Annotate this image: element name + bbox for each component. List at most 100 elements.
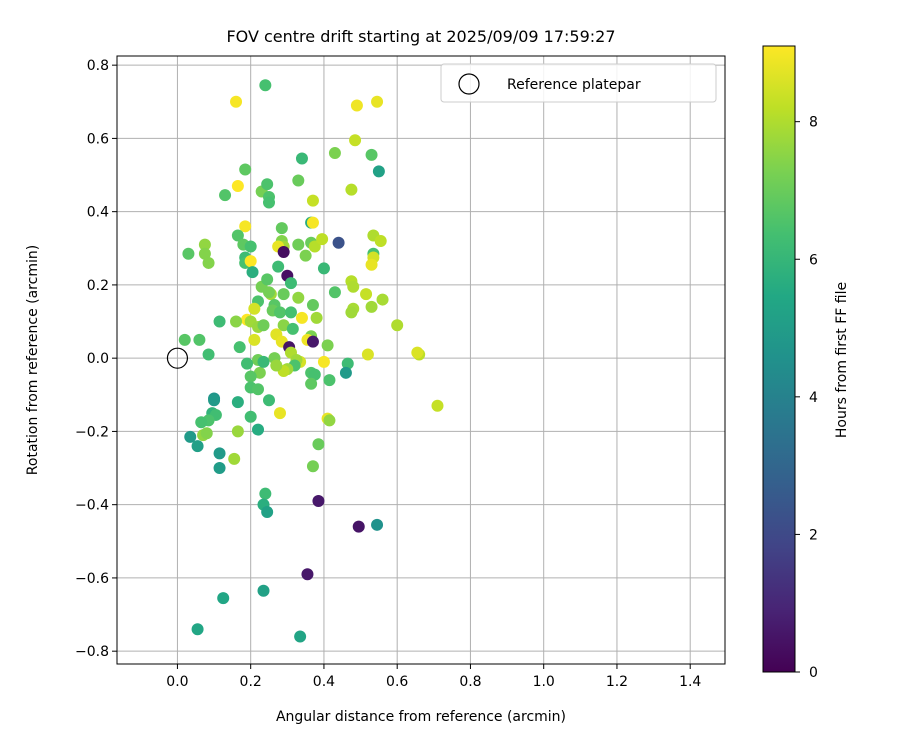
data-point bbox=[239, 220, 252, 233]
colorbar-label: Hours from first FF file bbox=[834, 282, 850, 438]
data-point bbox=[286, 322, 299, 335]
data-point bbox=[284, 277, 297, 290]
data-point bbox=[306, 460, 319, 473]
colorbar-gradient bbox=[762, 45, 796, 673]
data-point bbox=[312, 438, 325, 451]
data-point bbox=[193, 333, 206, 346]
data-point bbox=[263, 286, 275, 299]
data-point bbox=[277, 245, 290, 258]
data-point bbox=[178, 333, 191, 346]
data-point bbox=[191, 623, 204, 636]
data-point bbox=[294, 630, 307, 643]
data-point bbox=[231, 396, 244, 409]
legend-label-reference-platepar: Reference platepar bbox=[507, 77, 641, 93]
data-point bbox=[306, 194, 319, 207]
data-point bbox=[252, 423, 265, 436]
colorbar-tick-label: 4 bbox=[809, 390, 818, 406]
axis-ticks: 0.0 0.2 0.4 0.6 0.8 1.0 1.2 1.4 −0.8 −0.6 −0.4 −0.2… bbox=[75, 58, 701, 690]
data-point bbox=[306, 299, 319, 312]
data-point bbox=[277, 288, 290, 301]
data-point bbox=[244, 240, 257, 253]
data-point bbox=[352, 520, 365, 533]
plot-frame bbox=[116, 55, 726, 665]
data-point bbox=[259, 487, 272, 500]
x-tick-label: 1.0 bbox=[533, 674, 555, 690]
data-point bbox=[306, 216, 319, 229]
y-axis-label: Rotation from reference (arcmin) bbox=[25, 245, 41, 475]
y-tick-label: 0.8 bbox=[87, 58, 109, 74]
data-point bbox=[305, 377, 318, 390]
data-point bbox=[270, 359, 283, 372]
data-point bbox=[259, 79, 272, 92]
x-tick-label: 0.2 bbox=[240, 674, 262, 690]
data-point bbox=[349, 134, 362, 147]
data-point bbox=[273, 306, 286, 319]
data-point bbox=[323, 374, 336, 387]
legend-reference-marker bbox=[458, 73, 480, 95]
data-point bbox=[308, 368, 321, 381]
data-point bbox=[261, 506, 274, 518]
data-point bbox=[306, 335, 319, 348]
data-point bbox=[248, 333, 261, 346]
x-tick-label: 1.2 bbox=[606, 674, 628, 690]
data-point bbox=[292, 291, 305, 304]
x-axis-label: Angular distance from reference (arcmin) bbox=[276, 709, 566, 725]
data-point bbox=[252, 383, 265, 396]
legend: Reference platepar bbox=[440, 63, 717, 103]
data-point bbox=[321, 339, 334, 352]
data-point bbox=[195, 416, 208, 429]
data-point bbox=[248, 302, 261, 315]
data-point bbox=[431, 399, 444, 412]
y-tick-label: 0.4 bbox=[87, 205, 109, 221]
data-point bbox=[292, 174, 305, 187]
data-point bbox=[184, 430, 197, 443]
data-point bbox=[391, 319, 404, 332]
x-tick-label: 0.0 bbox=[166, 674, 188, 690]
data-point bbox=[213, 447, 226, 460]
data-point bbox=[361, 348, 374, 361]
reference-platepar-marker bbox=[166, 347, 189, 369]
data-point bbox=[365, 258, 378, 271]
data-point bbox=[299, 249, 312, 262]
data-point bbox=[347, 280, 360, 293]
x-tick-label: 1.4 bbox=[679, 674, 701, 690]
x-tick-label: 0.4 bbox=[313, 674, 335, 690]
y-tick-label: −0.4 bbox=[75, 498, 109, 514]
data-point bbox=[191, 440, 204, 453]
y-tick-label: 0.0 bbox=[87, 351, 109, 367]
data-point bbox=[301, 568, 314, 581]
data-point bbox=[202, 348, 215, 361]
data-point bbox=[273, 407, 286, 420]
x-tick-label: 0.6 bbox=[386, 674, 408, 690]
data-point bbox=[372, 165, 385, 178]
colorbar: 0 2 4 6 8 Hours from first FF file bbox=[762, 45, 850, 681]
data-point bbox=[257, 584, 270, 597]
y-tick-label: 0.6 bbox=[87, 131, 109, 147]
data-point bbox=[244, 255, 257, 268]
reference-marker bbox=[166, 347, 189, 369]
chart-title: FOV centre drift starting at 2025/09/09 … bbox=[226, 27, 615, 46]
data-point bbox=[323, 414, 336, 427]
y-tick-label: −0.8 bbox=[75, 644, 109, 660]
y-tick-label: −0.6 bbox=[75, 571, 109, 587]
data-point bbox=[365, 148, 378, 161]
data-point bbox=[261, 273, 274, 286]
colorbar-tick-label: 6 bbox=[809, 252, 818, 268]
data-point bbox=[345, 183, 358, 196]
data-point bbox=[341, 357, 354, 370]
data-point bbox=[231, 229, 244, 242]
data-point bbox=[310, 311, 323, 324]
colorbar-tick-label: 0 bbox=[809, 665, 818, 681]
data-point bbox=[328, 286, 341, 299]
data-point bbox=[246, 266, 259, 279]
data-point bbox=[376, 293, 389, 306]
data-point bbox=[217, 592, 230, 605]
data-point bbox=[272, 260, 285, 273]
data-point bbox=[312, 495, 325, 508]
data-point bbox=[339, 366, 352, 379]
data-point bbox=[295, 152, 308, 165]
data-point bbox=[295, 311, 308, 324]
data-point bbox=[239, 163, 252, 176]
data-point bbox=[292, 238, 305, 251]
data-point bbox=[213, 462, 226, 475]
